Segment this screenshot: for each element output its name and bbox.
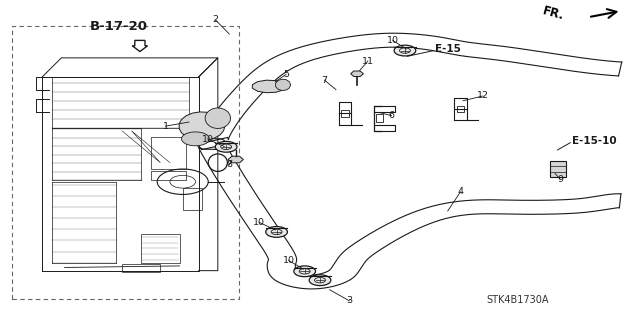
Text: 10: 10 [387, 36, 399, 45]
Polygon shape [351, 71, 364, 77]
Text: 4: 4 [458, 187, 463, 197]
Text: 2: 2 [212, 15, 218, 24]
Text: B-17-20: B-17-20 [90, 19, 148, 33]
Bar [182, 188, 202, 210]
Bar [12, 26, 239, 299]
Text: 7: 7 [321, 76, 328, 85]
Text: E-15-10: E-15-10 [572, 136, 617, 146]
Text: 3: 3 [346, 296, 353, 305]
Circle shape [215, 141, 237, 152]
Text: 9: 9 [557, 175, 563, 184]
Bar [457, 106, 465, 112]
Text: 10: 10 [283, 256, 294, 265]
Circle shape [309, 275, 331, 286]
Bar [550, 161, 566, 177]
Polygon shape [228, 156, 243, 163]
Polygon shape [252, 80, 286, 93]
Text: 6: 6 [388, 111, 394, 120]
Text: 12: 12 [477, 92, 489, 100]
Circle shape [394, 45, 416, 56]
Circle shape [294, 266, 316, 277]
Bar [122, 264, 161, 272]
Circle shape [266, 226, 287, 237]
Bar [376, 115, 383, 122]
Text: 1: 1 [163, 122, 168, 131]
Bar [151, 171, 186, 180]
Polygon shape [179, 112, 225, 140]
Text: STK4B1730A: STK4B1730A [486, 295, 549, 305]
Text: 8: 8 [227, 160, 232, 169]
Text: 11: 11 [362, 56, 374, 65]
Polygon shape [276, 79, 291, 91]
Text: FR.: FR. [541, 4, 566, 23]
Bar [141, 234, 179, 263]
Text: E-15: E-15 [435, 44, 461, 54]
Text: 5: 5 [283, 70, 289, 79]
Text: 10: 10 [253, 218, 266, 227]
Bar [151, 137, 186, 169]
Polygon shape [205, 108, 230, 129]
Bar [341, 110, 349, 117]
Polygon shape [182, 132, 209, 146]
Text: 10: 10 [202, 135, 214, 144]
